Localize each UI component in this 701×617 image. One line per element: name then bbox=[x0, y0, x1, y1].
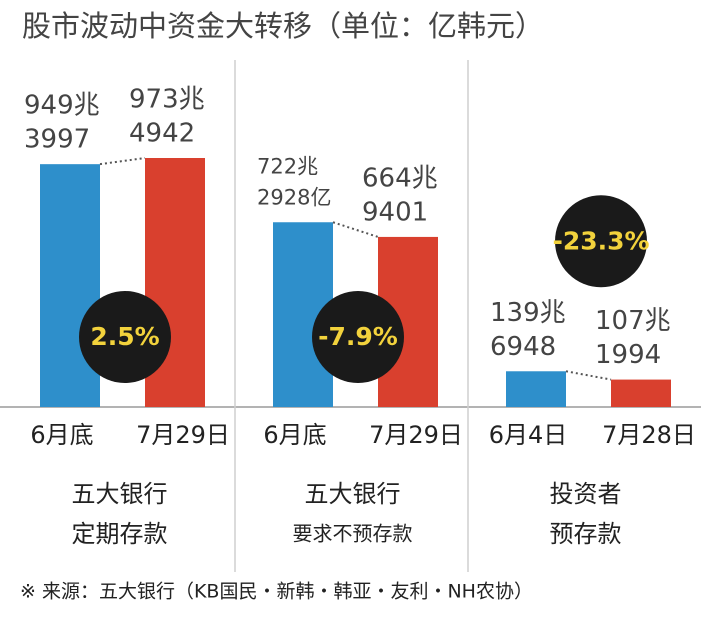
group-label: 要求不预存款 bbox=[293, 522, 413, 546]
connector bbox=[565, 370, 612, 381]
bar bbox=[40, 164, 100, 407]
group-label: 五大银行 bbox=[72, 480, 168, 508]
x-tick-label: 7月28日 bbox=[602, 421, 696, 449]
value-label: 3997 bbox=[24, 125, 90, 155]
x-tick-label: 6月底 bbox=[263, 421, 326, 449]
value-label: 6948 bbox=[490, 332, 556, 362]
bar bbox=[611, 379, 671, 407]
chart-title: 股市波动中资金大转移（单位：亿韩元） bbox=[22, 9, 544, 43]
value-label: 949兆 bbox=[24, 91, 100, 121]
value-label: 1994 bbox=[595, 340, 661, 370]
change-label: -7.9% bbox=[318, 322, 398, 351]
x-tick-label: 7月29日 bbox=[136, 421, 230, 449]
value-label: 664兆 bbox=[362, 163, 438, 193]
bar bbox=[506, 371, 566, 407]
value-label: 139兆 bbox=[490, 298, 566, 328]
value-label: 973兆 bbox=[129, 85, 205, 115]
group-label: 预存款 bbox=[550, 520, 622, 548]
value-label: 2928亿 bbox=[257, 185, 331, 209]
source-note: ※ 来源：五大银行（KB国民・新韩・韩亚・友利・NH农协） bbox=[20, 581, 533, 603]
group-label: 五大银行 bbox=[305, 480, 401, 508]
change-label: 2.5% bbox=[90, 322, 159, 351]
group-label: 定期存款 bbox=[72, 520, 168, 548]
x-tick-label: 6月4日 bbox=[489, 421, 568, 449]
value-label: 722兆 bbox=[257, 154, 318, 178]
change-badge bbox=[79, 291, 171, 383]
value-label: 107兆 bbox=[595, 306, 671, 336]
x-tick-label: 7月29日 bbox=[369, 421, 463, 449]
x-tick-label: 6月底 bbox=[30, 421, 93, 449]
value-label: 9401 bbox=[362, 197, 428, 227]
change-badge bbox=[555, 195, 647, 288]
change-label: -23.3% bbox=[552, 226, 649, 255]
change-badge bbox=[312, 291, 404, 383]
connector bbox=[99, 157, 146, 166]
value-label: 4942 bbox=[129, 119, 195, 149]
group-label: 投资者 bbox=[550, 480, 622, 508]
